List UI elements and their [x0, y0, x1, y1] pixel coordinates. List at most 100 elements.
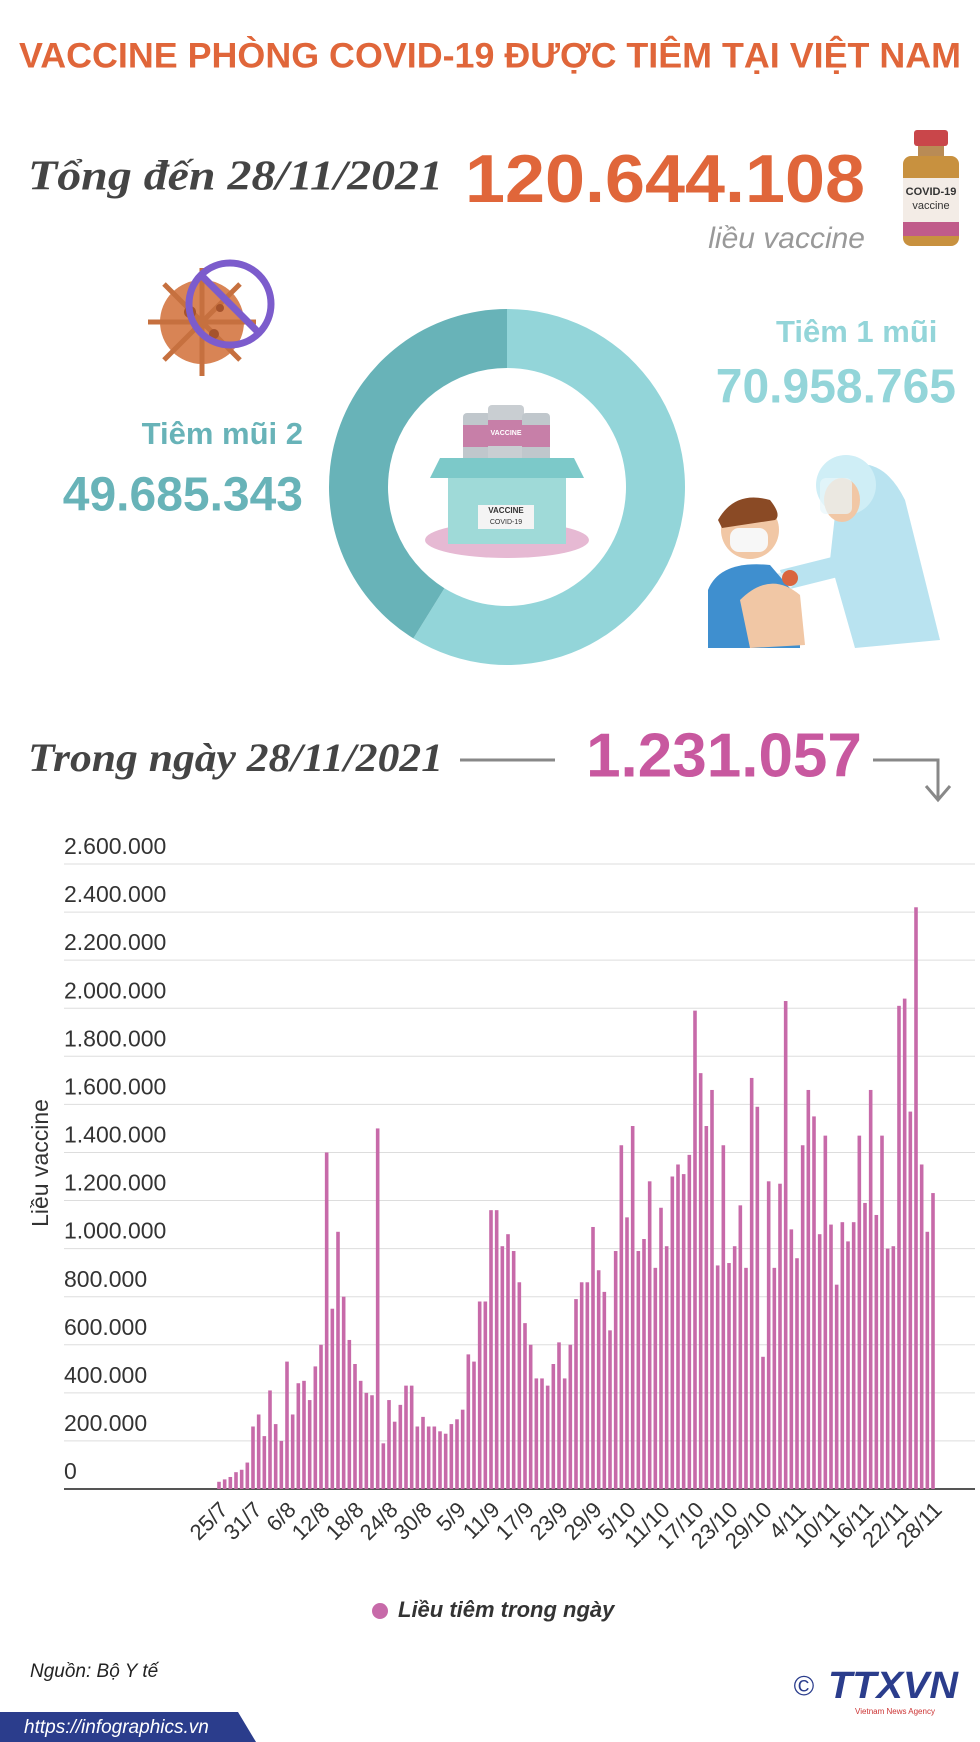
bar: [506, 1234, 510, 1489]
bar: [647, 1181, 652, 1489]
y-tick-label: 1.200.000: [64, 1170, 166, 1196]
bar: [398, 1404, 403, 1489]
bar: [251, 1426, 255, 1489]
bar: [727, 1263, 731, 1489]
donut-segment: [413, 309, 685, 665]
bar: [636, 1251, 641, 1489]
source: Nguồn: Bộ Y tế: [30, 1661, 160, 1682]
bar: [421, 1416, 425, 1489]
bar: [426, 1426, 431, 1489]
daily-label: Trong ngày 28/11/2021: [28, 735, 443, 780]
bar: [653, 1267, 658, 1489]
bar: [568, 1344, 573, 1489]
bar: [341, 1296, 346, 1489]
bar: [217, 1481, 221, 1489]
bar: [387, 1400, 391, 1489]
bar: [256, 1414, 261, 1489]
arrow: [873, 758, 952, 803]
bar: [290, 1414, 295, 1489]
bar: [404, 1385, 408, 1489]
bar: [409, 1385, 414, 1489]
bar: [761, 1356, 765, 1489]
bar: [432, 1426, 437, 1489]
bar: [698, 1073, 703, 1489]
y-tick-label: 2.200.000: [64, 929, 166, 955]
logo-subtitle: Vietnam News Agency: [855, 1707, 935, 1716]
bar: [812, 1116, 816, 1489]
bar: [234, 1472, 238, 1489]
bar: [834, 1284, 839, 1489]
bar: [472, 1361, 476, 1489]
bar: [829, 1224, 833, 1489]
bar: [489, 1210, 493, 1489]
bar: [704, 1126, 709, 1489]
bar: [358, 1380, 363, 1489]
bar: [239, 1469, 244, 1489]
bar: [783, 1001, 788, 1489]
bar: [891, 1246, 896, 1489]
bar: [897, 1005, 901, 1489]
bar: [222, 1479, 227, 1489]
bar: [353, 1364, 357, 1489]
bar: [902, 998, 907, 1489]
bar: [744, 1267, 748, 1489]
bar: [296, 1383, 301, 1489]
box-label: VACCINE: [488, 506, 524, 515]
bar: [268, 1390, 272, 1489]
bar: [477, 1301, 482, 1489]
bar: [523, 1323, 527, 1489]
y-tick-label: 1.000.000: [64, 1218, 166, 1244]
bar: [392, 1421, 397, 1489]
bar: [931, 1193, 935, 1489]
bar: [613, 1251, 618, 1489]
bar: [687, 1154, 692, 1489]
bar: [868, 1089, 873, 1489]
bar: [347, 1339, 352, 1489]
bar: [715, 1265, 720, 1489]
bar: [925, 1231, 930, 1489]
segment-label: Tiêm mũi 2: [142, 416, 303, 451]
bar: [273, 1424, 278, 1489]
bar: [517, 1282, 522, 1489]
bar: [863, 1202, 867, 1489]
bar: [494, 1210, 499, 1489]
y-tick-label: 1.800.000: [64, 1025, 166, 1051]
url[interactable]: https://infographics.vn: [24, 1717, 209, 1738]
bar: [460, 1409, 465, 1489]
bar: [591, 1226, 595, 1489]
bar: [443, 1433, 448, 1489]
bar: [817, 1234, 822, 1489]
y-tick-label: 2.000.000: [64, 977, 166, 1003]
bar: [625, 1217, 629, 1489]
segment-value: 49.685.343: [63, 469, 303, 522]
y-tick-label: 1.400.000: [64, 1122, 166, 1148]
y-tick-label: 600.000: [64, 1314, 147, 1340]
y-tick-label: 0: [64, 1458, 77, 1484]
total-value: 120.644.108: [465, 141, 865, 217]
bar: [330, 1308, 335, 1489]
legend-marker: [372, 1603, 388, 1619]
bar: [840, 1222, 845, 1489]
y-tick-label: 1.600.000: [64, 1073, 166, 1099]
bar: [676, 1164, 680, 1489]
bar: [681, 1174, 686, 1489]
bar: [664, 1246, 669, 1489]
bar: [245, 1462, 250, 1489]
bar: [313, 1366, 318, 1489]
bar: [528, 1344, 533, 1489]
bar: [749, 1077, 754, 1489]
bar: [228, 1476, 233, 1489]
bar: [557, 1342, 561, 1489]
logo: TTXVN: [828, 1665, 960, 1707]
bar: [772, 1267, 777, 1489]
bar: [795, 1258, 799, 1489]
bar: [630, 1126, 635, 1489]
copyright: ©: [794, 1670, 815, 1701]
x-tick-label: 30/8: [389, 1497, 437, 1545]
bar: [540, 1378, 544, 1489]
bar: [545, 1385, 550, 1489]
bar: [370, 1395, 374, 1489]
bar: [500, 1246, 505, 1489]
bar: [732, 1246, 737, 1489]
